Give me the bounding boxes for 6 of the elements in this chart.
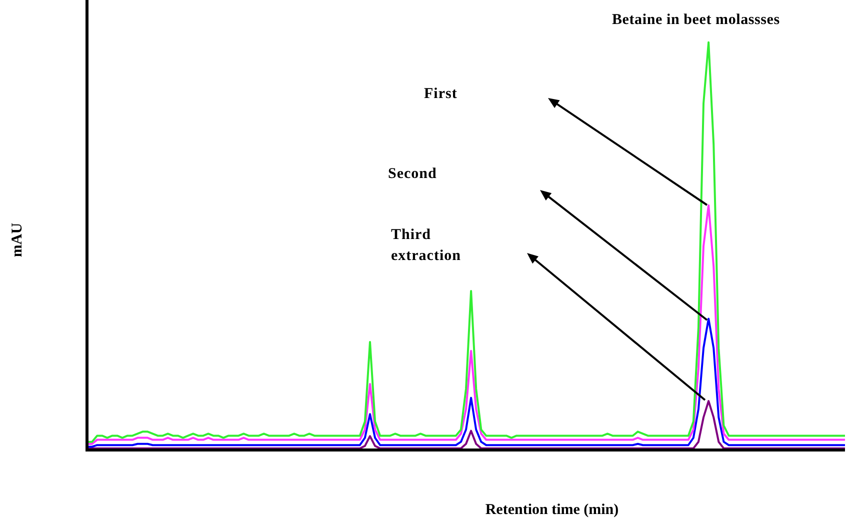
x-axis-title: Retention time (min) [485,502,619,519]
annotation: Third extraction [391,226,462,266]
annotation: Second [388,165,438,184]
y-axis-title: mAU [10,222,26,258]
chart-title: Betaine in beet molassses [612,12,780,29]
annotation: First [424,85,458,104]
